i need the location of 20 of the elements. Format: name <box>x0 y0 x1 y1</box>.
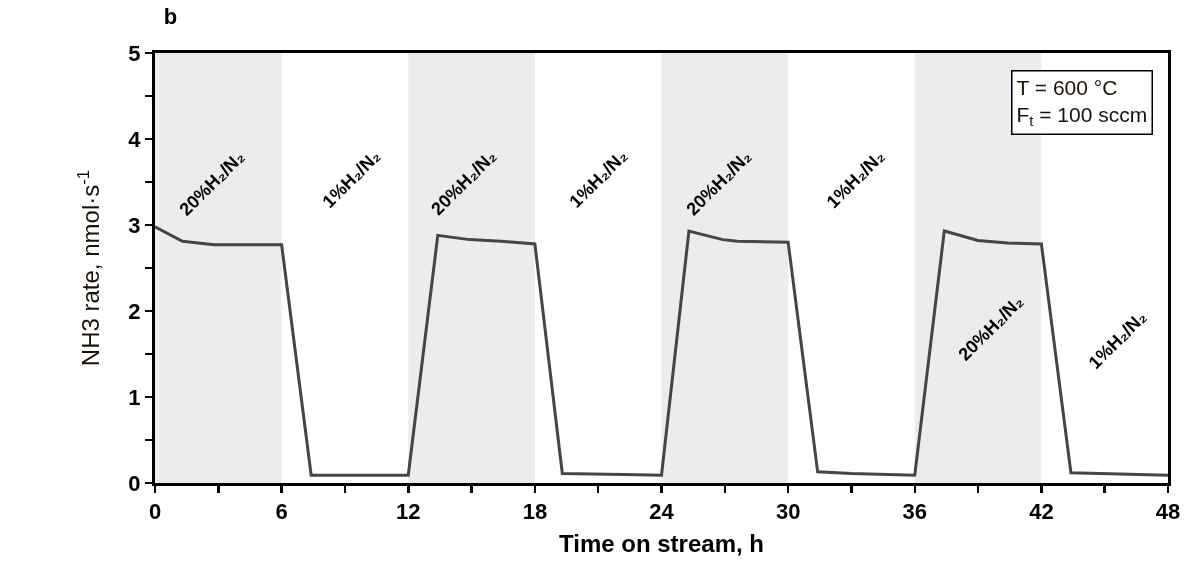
y-tick-label: 0 <box>128 470 141 496</box>
x-tick-label: 24 <box>649 499 675 525</box>
x-tick-label: 6 <box>275 499 288 525</box>
x-tick-label: 30 <box>775 499 801 525</box>
x-axis-title: Time on stream, h <box>559 529 764 557</box>
y-tick-label: 1 <box>128 384 141 410</box>
x-tick-label: 18 <box>522 499 548 525</box>
x-tick-label: 0 <box>148 499 162 525</box>
y-tick-label: 2 <box>128 298 141 324</box>
x-tick-label: 12 <box>396 499 421 525</box>
annotation: T = 600 °C <box>1016 75 1118 99</box>
line-series <box>155 225 1168 477</box>
x-tick-label: 48 <box>1155 499 1181 525</box>
y-tick-label: 3 <box>128 212 141 238</box>
y-tick-label: 4 <box>128 126 142 152</box>
x-tick-label: 36 <box>902 499 927 525</box>
x-tick-label: 42 <box>1029 499 1054 525</box>
chart-title: b <box>163 4 178 30</box>
annotation: F$_{t}$ = 100 sccm <box>1016 102 1148 130</box>
y-tick-label: 5 <box>128 40 141 66</box>
